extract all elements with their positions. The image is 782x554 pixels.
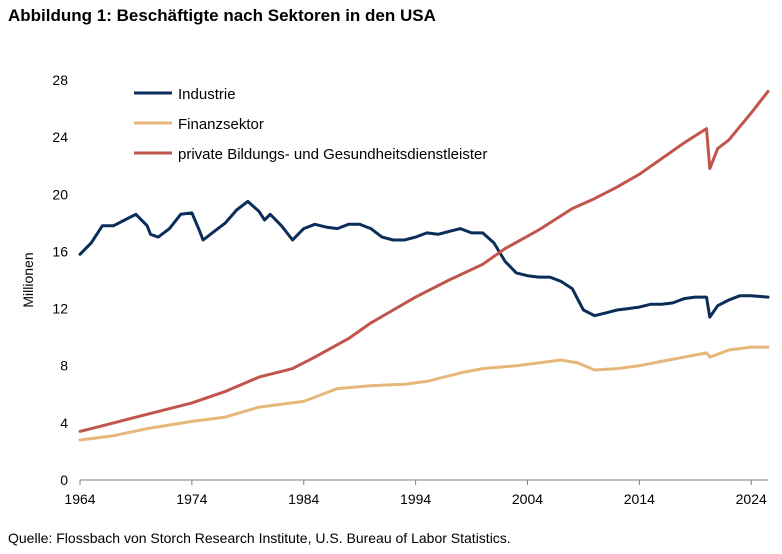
x-tick-label: 1984 xyxy=(288,491,319,507)
y-tick-label: 8 xyxy=(60,358,68,374)
series-lines xyxy=(78,89,770,442)
x-tick-label: 2024 xyxy=(736,491,767,507)
y-tick-label: 16 xyxy=(52,243,68,259)
x-tick-label: 1974 xyxy=(176,491,207,507)
x-tick-label: 2004 xyxy=(512,491,543,507)
series-line-2 xyxy=(78,345,770,442)
series-line-3 xyxy=(78,89,770,433)
y-axis-label: Millionen xyxy=(20,252,36,307)
y-tick-label: 28 xyxy=(52,72,68,88)
source-note: Quelle: Flossbach von Storch Research In… xyxy=(8,530,511,546)
chart-title: Abbildung 1: Beschäftigte nach Sektoren … xyxy=(8,6,436,25)
y-tick-label: 20 xyxy=(52,186,68,202)
legend-label: Finanzsektor xyxy=(178,116,264,133)
x-tick-label: 1994 xyxy=(400,491,431,507)
series-line-1 xyxy=(78,199,770,319)
y-tick-label: 12 xyxy=(52,301,68,317)
y-tick-label: 4 xyxy=(60,415,68,431)
y-tick-label: 24 xyxy=(52,129,68,145)
y-tick-label: 0 xyxy=(60,472,68,488)
legend-label: private Bildungs- und Gesundheitsdienstl… xyxy=(178,146,487,163)
x-tick-label: 2014 xyxy=(624,491,655,507)
x-tick-label: 1964 xyxy=(64,491,95,507)
legend-label: Industrie xyxy=(178,86,236,103)
legend: Industrie Finanzsektor private Bildungs- u… xyxy=(134,86,487,163)
